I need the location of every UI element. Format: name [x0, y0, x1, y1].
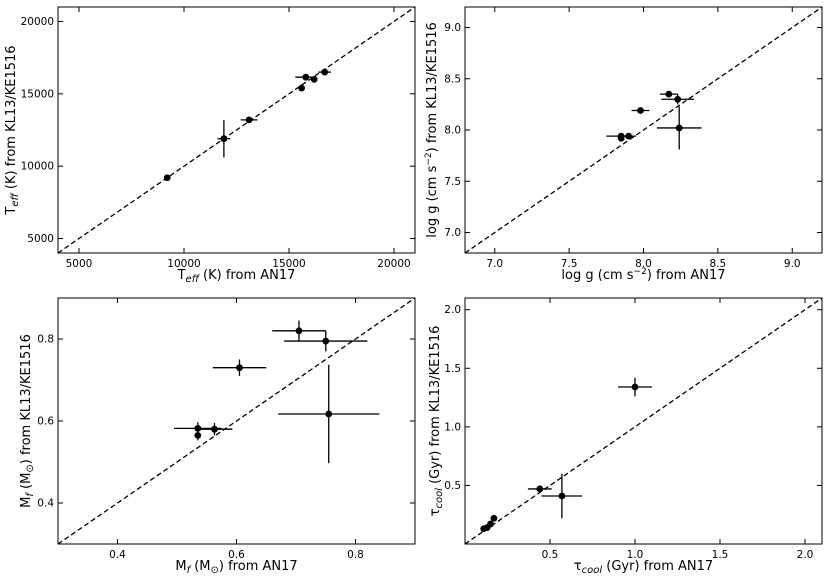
- panel-tcool: 0.5 1.0 1.5 2.0 0.5 1.0 1.5 2.0 τcool (Gyr) fro…: [428, 297, 823, 576]
- y-tick-label: 10000: [21, 161, 54, 173]
- panel-teff-markers: [163, 68, 331, 182]
- data-point: [295, 327, 303, 335]
- data-point: [302, 73, 310, 81]
- data-point: [310, 75, 318, 83]
- identity-line: [57, 297, 416, 545]
- panel-logg-xlabel: log g (cm s−2) from AN17: [561, 267, 725, 283]
- panel-logg: 7.0 7.5 8.0 8.5 9.0 7.0 7.5 8.0 8.5 9.0 log g (cm…: [424, 6, 823, 283]
- x-tick-label: 20000: [377, 258, 410, 270]
- x-tick-label: 9.0: [784, 258, 801, 270]
- data-point: [298, 84, 305, 92]
- panel-logg-markers: [606, 90, 702, 150]
- panel-mf-identity-line: [57, 297, 416, 545]
- panel-logg-ylabel: log g (cm s−2) from KL13/KE1516: [424, 22, 440, 238]
- y-tick-label: 8.0: [444, 125, 461, 137]
- data-point: [536, 485, 544, 493]
- data-point: [163, 174, 171, 182]
- data-point: [490, 514, 498, 522]
- panel-tcool-ticks: 0.5 1.0 1.5 2.0 0.5 1.0 1.5 2.0: [444, 298, 822, 561]
- x-tick-label: 2.0: [797, 549, 814, 561]
- y-tick-label: 20000: [21, 16, 54, 28]
- data-point: [194, 424, 202, 432]
- x-tick-label: 5000: [66, 258, 93, 270]
- data-point: [322, 337, 330, 345]
- y-tick-label: 0.4: [37, 498, 54, 510]
- y-tick-label: 5000: [27, 233, 54, 245]
- data-point: [631, 383, 639, 391]
- panel-logg-identity-line: [464, 6, 823, 254]
- y-tick-label: 1.0: [444, 421, 461, 433]
- y-tick-label: 15000: [21, 88, 54, 100]
- data-point: [211, 425, 218, 433]
- y-tick-label: 0.5: [444, 480, 461, 492]
- panel-teff-frame: [57, 6, 416, 254]
- x-tick-label: 7.5: [561, 258, 578, 270]
- panel-tcool-ylabel: τcool (Gyr) from KL13/KE1516: [428, 326, 445, 517]
- y-tick-label: 0.6: [37, 416, 54, 428]
- data-point: [220, 135, 228, 143]
- x-tick-label: 1.0: [627, 549, 644, 561]
- x-tick-label: 8.5: [710, 258, 727, 270]
- y-tick-label: 8.5: [444, 73, 461, 85]
- panel-mf-xlabel: Mf (M⊙) from AN17: [175, 559, 297, 576]
- panel-teff-ylabel: Teff (K) from KL13/KE1516: [4, 45, 21, 215]
- data-point: [665, 90, 673, 98]
- y-tick-label: 0.8: [37, 334, 54, 346]
- x-tick-label: 0.8: [347, 549, 364, 561]
- x-tick-label: 8.0: [635, 258, 652, 270]
- panel-mf: 0.4 0.6 0.8 0.4 0.6 0.8 Mf (M⊙) from AN17 Mf …: [19, 297, 416, 576]
- x-tick-label: 0.6: [228, 549, 245, 561]
- identity-line: [57, 6, 416, 254]
- data-point: [674, 95, 682, 103]
- panel-teff-ticks: 5000 10000 15000 20000 5000 10000 15000 20000: [21, 7, 415, 270]
- data-point: [236, 364, 243, 372]
- identity-line: [464, 6, 823, 254]
- data-point: [625, 132, 633, 140]
- panel-tcool-markers: [480, 377, 652, 533]
- y-tick-label: 9.0: [444, 22, 461, 34]
- x-tick-label: 0.5: [542, 549, 559, 561]
- data-point: [617, 134, 625, 142]
- panel-mf-ylabel: Mf (M⊙) from KL13/KE1516: [19, 334, 36, 508]
- x-tick-label: 0.4: [109, 549, 126, 561]
- y-tick-label: 1.5: [444, 363, 461, 375]
- data-point: [558, 492, 566, 500]
- data-point: [637, 107, 644, 114]
- x-tick-label: 1.5: [712, 549, 729, 561]
- panel-mf-ticks: 0.4 0.6 0.8 0.4 0.6 0.8: [37, 298, 415, 561]
- x-tick-label: 15000: [272, 258, 305, 270]
- data-point: [194, 431, 202, 439]
- identity-line: [464, 297, 823, 545]
- panel-tcool-xlabel: τcool (Gyr) from AN17: [574, 559, 713, 576]
- data-point: [487, 520, 494, 528]
- data-point: [321, 68, 329, 76]
- y-tick-label: 7.5: [444, 176, 461, 188]
- panel-teff-identity-line: [57, 6, 416, 254]
- panel-mf-markers: [174, 320, 380, 464]
- data-point: [675, 124, 683, 132]
- y-tick-label: 2.0: [444, 304, 461, 316]
- data-point: [325, 410, 333, 418]
- x-tick-label: 10000: [167, 258, 200, 270]
- panel-teff-xlabel: Teff (K) from AN17: [177, 268, 296, 285]
- panel-tcool-identity-line: [464, 297, 823, 545]
- panel-teff: 5000 10000 15000 20000 5000 10000 15000 20000 T…: [4, 6, 416, 285]
- data-point: [245, 116, 253, 124]
- panel-logg-ticks: 7.0 7.5 8.0 8.5 9.0 7.0 7.5 8.0 8.5 9.0: [444, 7, 822, 270]
- y-tick-label: 7.0: [444, 227, 461, 239]
- panel-tcool-frame: [464, 297, 823, 545]
- x-tick-label: 7.0: [486, 258, 503, 270]
